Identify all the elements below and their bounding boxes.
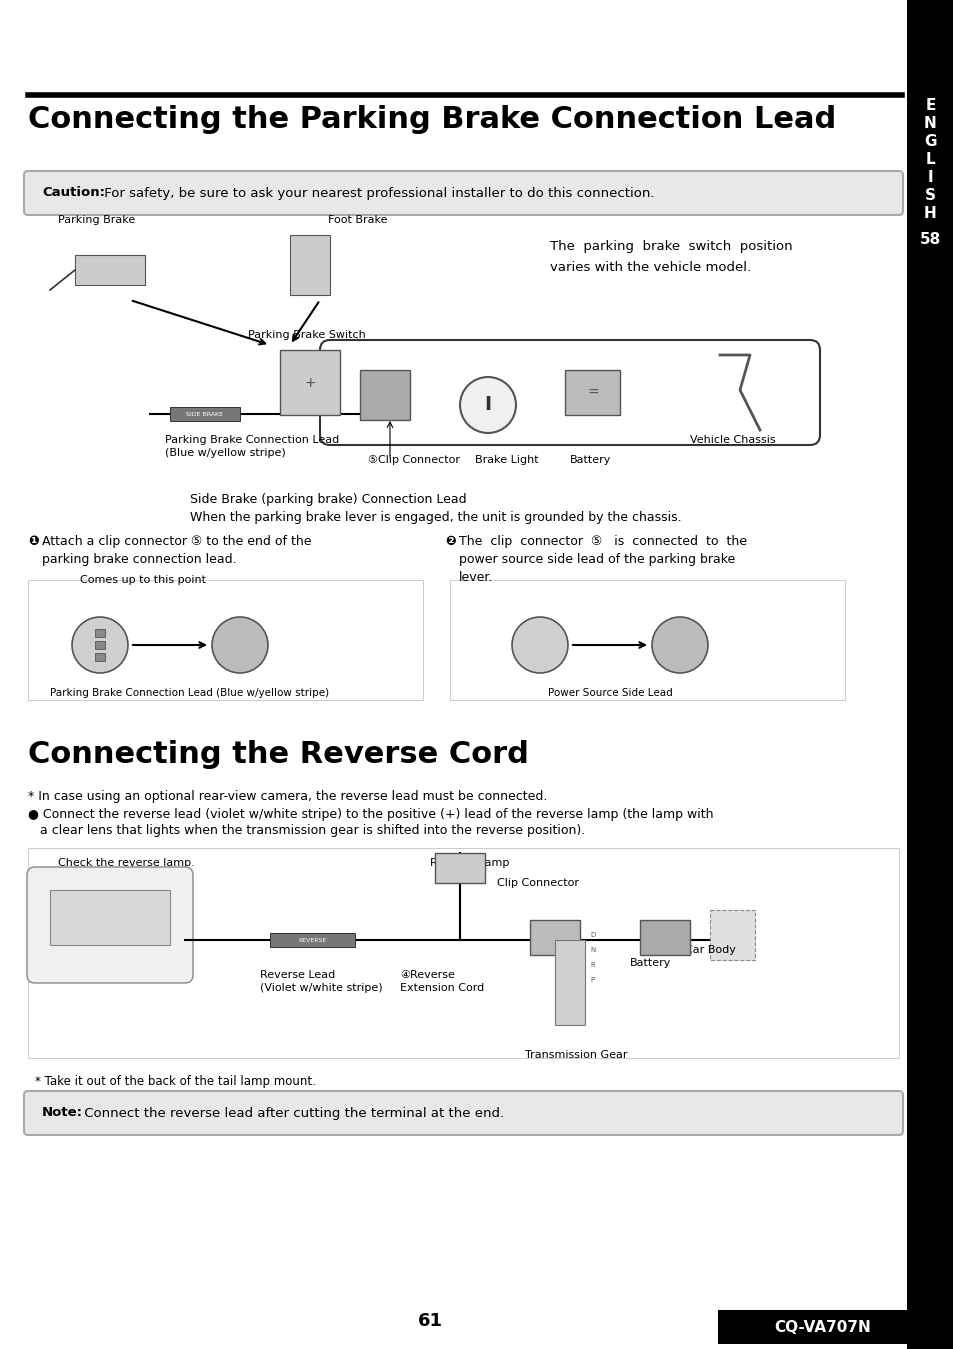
Bar: [639, 920, 689, 955]
Circle shape: [512, 616, 567, 673]
Text: Battery: Battery: [629, 958, 671, 969]
Text: +: +: [304, 376, 315, 390]
Text: G: G: [923, 134, 936, 148]
Circle shape: [212, 616, 268, 673]
Text: CQ-VA707N: CQ-VA707N: [774, 1319, 870, 1334]
Circle shape: [651, 616, 707, 673]
Text: * In case using an optional rear-view camera, the reverse lead must be connected: * In case using an optional rear-view ca…: [28, 791, 547, 803]
Text: Reverse Lamp: Reverse Lamp: [430, 858, 509, 867]
Bar: [564, 370, 619, 415]
Text: Connecting the Reverse Cord: Connecting the Reverse Cord: [28, 741, 528, 769]
Bar: [95, 641, 105, 649]
Text: Note:: Note:: [42, 1106, 83, 1120]
Bar: [718, 1310, 927, 1344]
Bar: [709, 911, 754, 960]
Text: S: S: [924, 188, 935, 202]
Text: N: N: [589, 947, 595, 952]
FancyBboxPatch shape: [27, 867, 193, 983]
Bar: [28, 225, 537, 475]
Text: Clip Connector: Clip Connector: [497, 878, 578, 888]
Text: REVERSE: REVERSE: [298, 938, 327, 943]
Bar: [75, 255, 145, 285]
Bar: [290, 235, 330, 295]
Text: Parking Brake Connection Lead (Blue w/yellow stripe): Parking Brake Connection Lead (Blue w/ye…: [50, 688, 329, 697]
Text: ④Reverse
Extension Cord: ④Reverse Extension Cord: [399, 970, 484, 993]
Text: Parking Brake: Parking Brake: [58, 214, 135, 225]
Text: L: L: [924, 151, 934, 166]
Text: Side Brake (parking brake) Connection Lead: Side Brake (parking brake) Connection Le…: [190, 492, 466, 506]
Text: D: D: [589, 932, 595, 938]
Text: Vehicle Chassis: Vehicle Chassis: [689, 434, 775, 445]
Text: Attach a clip connector ⑤ to the end of the
parking brake connection lead.: Attach a clip connector ⑤ to the end of …: [42, 536, 312, 567]
Text: Connecting the Parking Brake Connection Lead: Connecting the Parking Brake Connection …: [28, 105, 836, 134]
Text: =: =: [587, 386, 598, 401]
Bar: [555, 940, 584, 1025]
Text: Transmission Gear: Transmission Gear: [524, 1050, 627, 1060]
Bar: [28, 849, 898, 1058]
Text: 61: 61: [417, 1313, 442, 1330]
Text: Brake Light: Brake Light: [475, 455, 538, 465]
Text: 58: 58: [919, 232, 941, 247]
Bar: [28, 580, 422, 700]
Text: I: I: [484, 395, 491, 414]
Text: ❶: ❶: [28, 536, 38, 548]
Bar: [450, 580, 844, 700]
Text: For safety, be sure to ask your nearest professional installer to do this connec: For safety, be sure to ask your nearest …: [100, 186, 654, 200]
Text: H: H: [923, 205, 936, 220]
Bar: [95, 629, 105, 637]
Text: * Take it out of the back of the tail lamp mount.: * Take it out of the back of the tail la…: [35, 1075, 315, 1089]
Text: Parking Brake Connection Lead
(Blue w/yellow stripe): Parking Brake Connection Lead (Blue w/ye…: [165, 434, 339, 459]
Bar: [280, 349, 339, 415]
Text: The  parking  brake  switch  position
varies with the vehicle model.: The parking brake switch position varies…: [550, 240, 792, 274]
Text: N: N: [923, 116, 936, 131]
Bar: [95, 653, 105, 661]
Bar: [906, 0, 953, 1349]
Text: SIDE BRAKE: SIDE BRAKE: [186, 411, 223, 417]
Text: E: E: [924, 97, 935, 112]
Circle shape: [71, 616, 128, 673]
Text: P: P: [589, 977, 594, 983]
FancyBboxPatch shape: [24, 171, 902, 214]
Text: Caution:: Caution:: [42, 186, 105, 200]
Text: Reverse Lead
(Violet w/white stripe): Reverse Lead (Violet w/white stripe): [260, 970, 382, 993]
Bar: [435, 853, 484, 884]
Text: ● Connect the reverse lead (violet w/white stripe) to the positive (+) lead of t: ● Connect the reverse lead (violet w/whi…: [28, 808, 713, 822]
Text: Check the reverse lamp.: Check the reverse lamp.: [58, 858, 194, 867]
Text: Parking Brake Switch: Parking Brake Switch: [248, 331, 365, 340]
Text: Connect the reverse lead after cutting the terminal at the end.: Connect the reverse lead after cutting t…: [80, 1106, 503, 1120]
Text: a clear lens that lights when the transmission gear is shifted into the reverse : a clear lens that lights when the transm…: [28, 824, 584, 836]
Text: ⑤Clip Connector: ⑤Clip Connector: [368, 455, 459, 465]
Bar: [270, 934, 355, 947]
Text: Power Source Side Lead: Power Source Side Lead: [547, 688, 672, 697]
Text: ❷: ❷: [444, 536, 456, 548]
Bar: [170, 407, 240, 421]
Text: Battery: Battery: [569, 455, 611, 465]
Text: When the parking brake lever is engaged, the unit is grounded by the chassis.: When the parking brake lever is engaged,…: [190, 511, 680, 523]
Text: The  clip  connector  ⑤   is  connected  to  the
power source side lead of the p: The clip connector ⑤ is connected to the…: [458, 536, 746, 584]
Bar: [359, 370, 410, 420]
Circle shape: [459, 376, 516, 433]
Text: Comes up to this point: Comes up to this point: [80, 575, 206, 585]
Bar: [50, 890, 170, 946]
Text: Car Body: Car Body: [684, 946, 735, 955]
Text: I: I: [926, 170, 932, 185]
Bar: [530, 920, 579, 955]
Text: Foot Brake: Foot Brake: [328, 214, 387, 225]
FancyBboxPatch shape: [24, 1091, 902, 1135]
Text: R: R: [589, 962, 594, 969]
